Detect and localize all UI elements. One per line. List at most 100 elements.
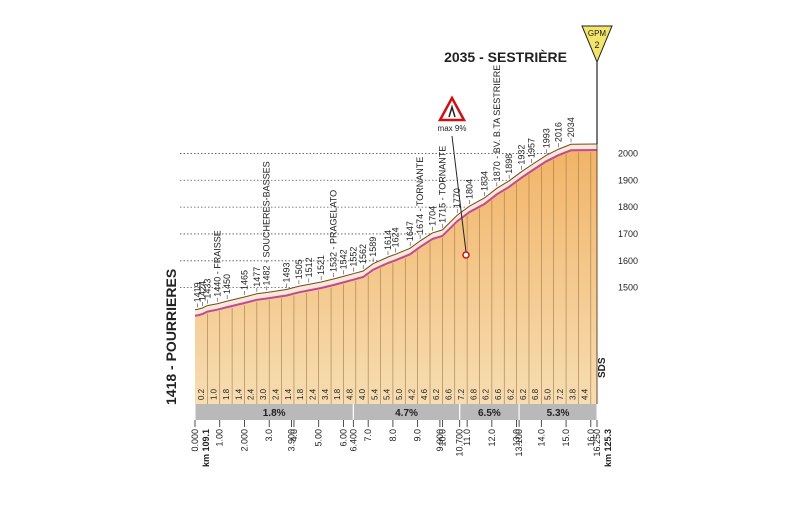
x-tick-label: 7.0 xyxy=(363,429,373,442)
elevation-label: 1674 - TORNANTE xyxy=(415,157,425,234)
elevation-label: 1870 - BV. B.TA SESTRIERE xyxy=(492,65,502,182)
elevation-label: 1898 xyxy=(504,154,514,174)
elevation-label: 1521 xyxy=(316,255,326,275)
x-tick-label: 12.0 xyxy=(487,429,497,447)
elevation-label: 1715 - TORNANTE xyxy=(437,146,447,223)
x-tick-label: 2.000 xyxy=(239,429,249,452)
pointer-dot xyxy=(462,251,470,259)
segment-gradient: 3.4 xyxy=(321,388,330,400)
segment-gradient: 3.0 xyxy=(259,388,268,400)
segment-gradient: 4.0 xyxy=(358,388,367,400)
segment-gradient: 4.4 xyxy=(581,388,590,400)
segment-gradient: 1.8 xyxy=(296,388,305,400)
elevation-label: 1493 xyxy=(282,262,292,282)
segment-gradient: 6.2 xyxy=(506,388,515,400)
x-tick-label: 9.0 xyxy=(413,429,423,442)
elevation-label: 1552 xyxy=(348,247,358,267)
x-tick-label: 14.0 xyxy=(536,429,546,447)
x-tick-label: 13.0 xyxy=(512,429,522,447)
segment-gradient: 7.2 xyxy=(556,388,565,400)
x-tick-label: 15.0 xyxy=(561,429,571,447)
segment-gradient: 1.0 xyxy=(210,388,219,400)
profile-band xyxy=(194,144,598,316)
x-tick-label: 3.900 xyxy=(286,429,296,452)
y-tick-label: 1700 xyxy=(618,229,638,239)
y-tick-label: 1500 xyxy=(618,283,638,293)
x-tick-label: 13.100 xyxy=(514,429,524,457)
elevation-label: 1932 xyxy=(517,145,527,165)
km-end: km 125.3 xyxy=(603,429,613,467)
elevation-label: 1834 xyxy=(479,171,489,191)
segment-gradient: 7.2 xyxy=(457,388,466,400)
x-tick-label: 6.00 xyxy=(338,429,348,447)
segment-gradient: 4.2 xyxy=(407,388,416,400)
x-tick-label: 10.0 xyxy=(437,429,447,447)
gpm-label: GPM xyxy=(588,29,607,38)
x-tick-label: 16.0 xyxy=(586,429,596,447)
gradient-strip xyxy=(195,404,597,420)
profile-edge xyxy=(194,143,598,311)
elevation-label: 1532 - PRAGELATO xyxy=(329,190,339,272)
segment-gradient: 1.4 xyxy=(234,388,243,400)
segment-gradient: 6.2 xyxy=(482,388,491,400)
elevation-label: 1624 xyxy=(390,227,400,247)
x-tick-label: 3.0 xyxy=(264,429,274,442)
x-tick-label: 16.250 xyxy=(592,429,602,457)
elevation-label: 1542 xyxy=(338,249,348,269)
segment-gradient: 6.8 xyxy=(469,388,478,400)
elevation-label: 1993 xyxy=(541,128,551,148)
segment-gradient: 4.6 xyxy=(420,388,429,400)
x-tick-label: 9.900 xyxy=(435,429,445,452)
profile xyxy=(194,143,598,420)
pointer xyxy=(451,135,467,253)
summit-label: 2035 - SESTRIÈRE xyxy=(444,49,567,65)
x-tick-label: 4.0 xyxy=(289,429,299,442)
segment-gradient: 5.0 xyxy=(395,388,404,400)
elevation-label: 1482 - SOUCHERES-BASSES xyxy=(262,161,272,285)
segment-gradient: 2.4 xyxy=(247,388,256,400)
warning-icon xyxy=(448,104,456,118)
segment-gradient: 2.4 xyxy=(309,388,318,400)
elevation-label: 1562 xyxy=(358,244,368,264)
x-tick-label: 6.400 xyxy=(348,429,358,452)
y-tick-label: 1600 xyxy=(618,256,638,266)
profile-fill xyxy=(195,144,597,404)
x-tick-label: 5.00 xyxy=(314,429,324,447)
segment-gradient: 5.4 xyxy=(383,388,392,400)
elevation-label: 1477 xyxy=(252,267,262,287)
y-tick-label: 1800 xyxy=(618,202,638,212)
segment-gradient: 5.0 xyxy=(544,388,553,400)
section-gradient: 1.8% xyxy=(263,408,286,419)
elevation-label: 1647 xyxy=(405,221,415,241)
segment-gradient: 1.4 xyxy=(284,388,293,400)
elevation-label: 1419 xyxy=(192,282,202,302)
section-gradient: 5.3% xyxy=(547,408,570,419)
segment-gradient: 5.4 xyxy=(370,388,379,400)
elevation-label: 2034 xyxy=(566,117,576,137)
segment-gradient: 6.2 xyxy=(432,388,441,400)
segment-gradient: 0.2 xyxy=(197,388,206,400)
segment-gradient: 1.8 xyxy=(222,388,231,400)
max-gradient: max 9% xyxy=(438,124,467,133)
segment-gradient: 4.8 xyxy=(346,388,355,400)
x-tick-label: 1.00 xyxy=(215,429,225,447)
km-start: km 109.1 xyxy=(201,429,211,467)
y-tick-label: 2000 xyxy=(618,148,638,158)
elevation-label: 1589 xyxy=(368,237,378,257)
brand: SDS xyxy=(597,357,608,378)
profile-line xyxy=(194,149,598,317)
elevation-label: 1433 xyxy=(202,279,212,299)
segment-gradient: 6.8 xyxy=(531,388,540,400)
elevation-label: 1465 xyxy=(239,270,249,290)
segment-gradient: 3.8 xyxy=(568,388,577,400)
elevation-label: 1440 - FRAISSE xyxy=(212,230,222,297)
gpm-sign xyxy=(581,25,613,64)
elevation-label: 2016 xyxy=(554,122,564,142)
elevation-label: 1512 xyxy=(304,257,314,277)
elevation-label: 1424 xyxy=(197,281,207,301)
segment-gradient: 6.6 xyxy=(494,388,503,400)
elevation-label: 1614 xyxy=(383,230,393,250)
segment-gradient: 2.4 xyxy=(271,388,280,400)
